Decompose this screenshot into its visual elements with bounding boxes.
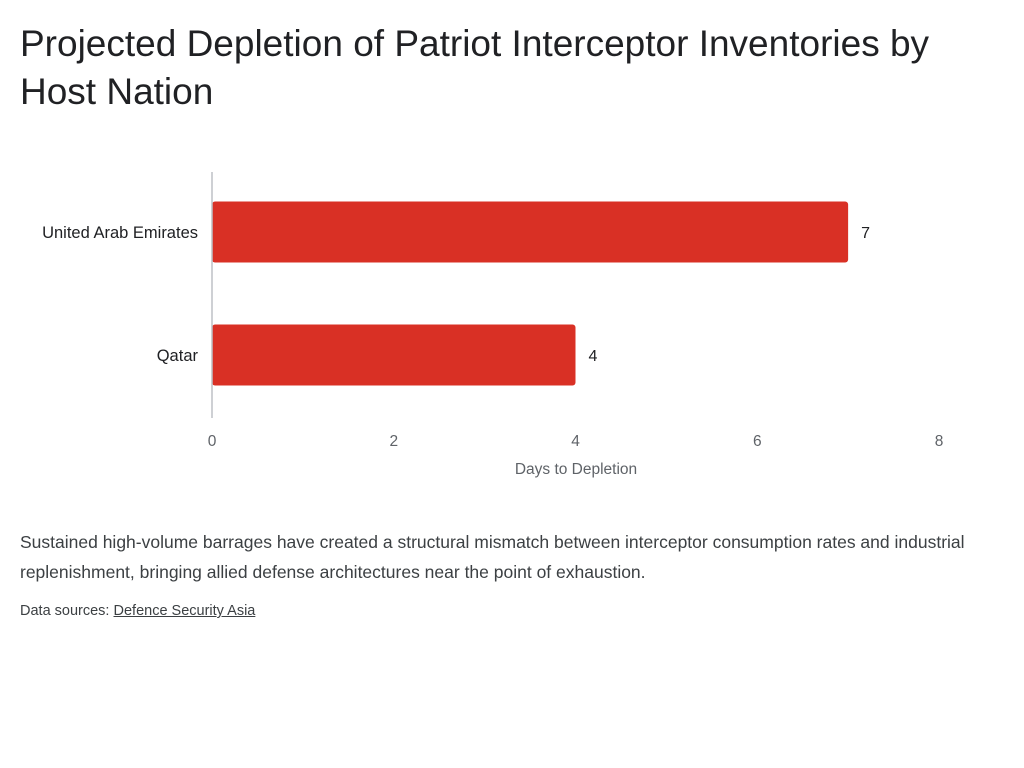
bar-chart: United Arab Emirates 7 Qatar 4 0 2 4 6 8 Days to…: [42, 172, 943, 478]
x-axis-title: Days to Depletion: [515, 461, 637, 478]
data-sources: Data sources: Defence Security Asia: [20, 601, 255, 621]
bar-qatar: [212, 324, 576, 386]
category-label-qatar: Qatar: [157, 347, 199, 365]
chart-title: Projected Depletion of Patriot Intercept…: [20, 23, 930, 112]
data-label-united-arab-emirates: 7: [861, 225, 870, 242]
data-sources-label: Data sources:: [20, 603, 110, 619]
x-tick-label-2: 2: [389, 433, 398, 450]
x-tick-label-6: 6: [753, 433, 762, 450]
x-tick-label-0: 0: [208, 433, 217, 450]
x-tick-label-4: 4: [571, 433, 580, 450]
data-source-link[interactable]: Defence Security Asia: [113, 603, 256, 619]
category-label-united-arab-emirates: United Arab Emirates: [42, 224, 198, 242]
x-tick-label-8: 8: [935, 433, 944, 450]
bars-layer: [212, 201, 849, 386]
bar-united-arab-emirates: [212, 201, 849, 263]
chart-description: Sustained high-volume barrages have crea…: [20, 532, 965, 582]
data-label-qatar: 4: [589, 348, 598, 365]
labels-layer: United Arab Emirates 7 Qatar 4 0 2 4 6 8: [42, 224, 943, 450]
